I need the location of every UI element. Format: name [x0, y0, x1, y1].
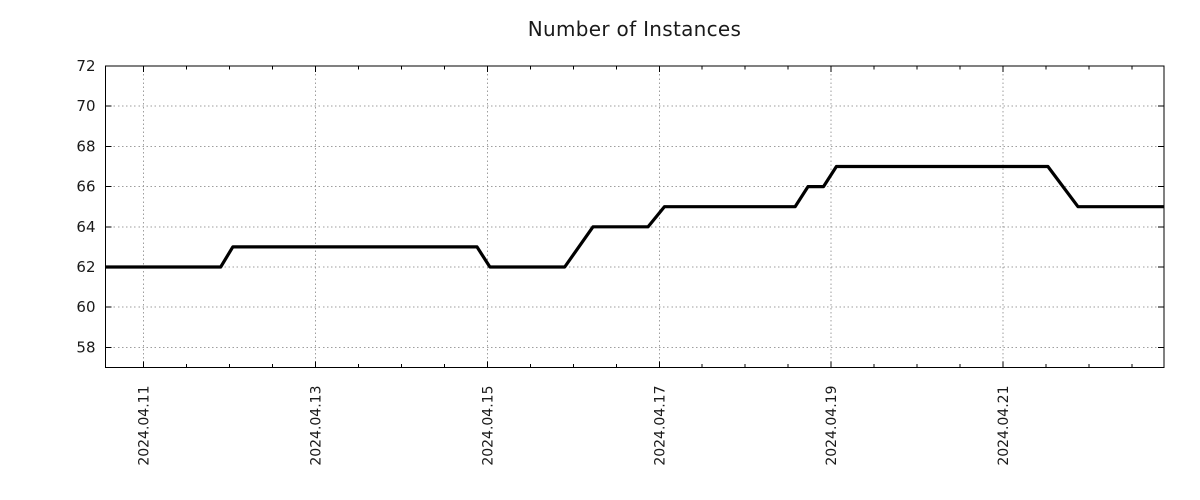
- plot-border: [104, 65, 1165, 369]
- x-tick-label: 2024.04.19: [824, 386, 840, 466]
- x-tick-label: 2024.04.17: [652, 386, 668, 466]
- y-tick-label: 64: [76, 218, 95, 236]
- y-tick-label: 60: [76, 298, 95, 316]
- y-tick-label: 68: [76, 137, 95, 155]
- y-tick-label: 70: [76, 97, 95, 115]
- chart-title: Number of Instances: [527, 17, 742, 41]
- y-tick-label: 58: [76, 338, 95, 356]
- x-tick-label: 2024.04.15: [480, 386, 496, 466]
- y-tick-label: 66: [76, 178, 95, 196]
- series-line: [105, 164, 1164, 269]
- x-tick-label: 2024.04.13: [308, 386, 324, 466]
- y-tick-label: 62: [76, 258, 95, 276]
- x-tick-label: 2024.04.11: [136, 386, 152, 466]
- x-tick-label: 2024.04.21: [996, 385, 1012, 465]
- y-tick-label: 72: [76, 57, 95, 75]
